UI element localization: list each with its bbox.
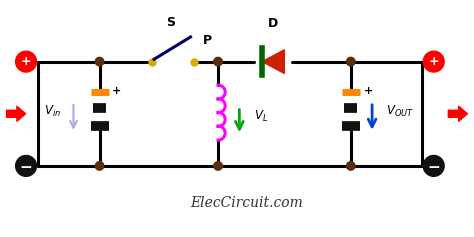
Text: D: D [267, 18, 278, 31]
Text: $\mathit{V}_{OUT}$: $\mathit{V}_{OUT}$ [386, 104, 415, 119]
Circle shape [16, 155, 36, 176]
Text: +: + [428, 55, 439, 68]
Circle shape [423, 51, 444, 72]
Text: +: + [21, 55, 31, 68]
Circle shape [346, 57, 355, 66]
Polygon shape [262, 50, 284, 73]
Text: −: − [20, 160, 32, 175]
Circle shape [346, 162, 355, 170]
Circle shape [95, 57, 104, 66]
Circle shape [214, 57, 222, 66]
Text: $\mathit{V}_L$: $\mathit{V}_L$ [254, 109, 268, 124]
Text: +: + [112, 87, 122, 96]
Text: $\mathit{V}_{in}$: $\mathit{V}_{in}$ [44, 104, 61, 119]
Text: ElecCircuit.com: ElecCircuit.com [190, 196, 303, 210]
Circle shape [16, 51, 36, 72]
Text: +: + [364, 87, 373, 96]
Circle shape [214, 162, 222, 170]
Text: −: − [428, 160, 440, 175]
Circle shape [95, 162, 104, 170]
Text: P: P [203, 34, 212, 47]
Text: S: S [166, 16, 175, 29]
Circle shape [423, 155, 444, 176]
